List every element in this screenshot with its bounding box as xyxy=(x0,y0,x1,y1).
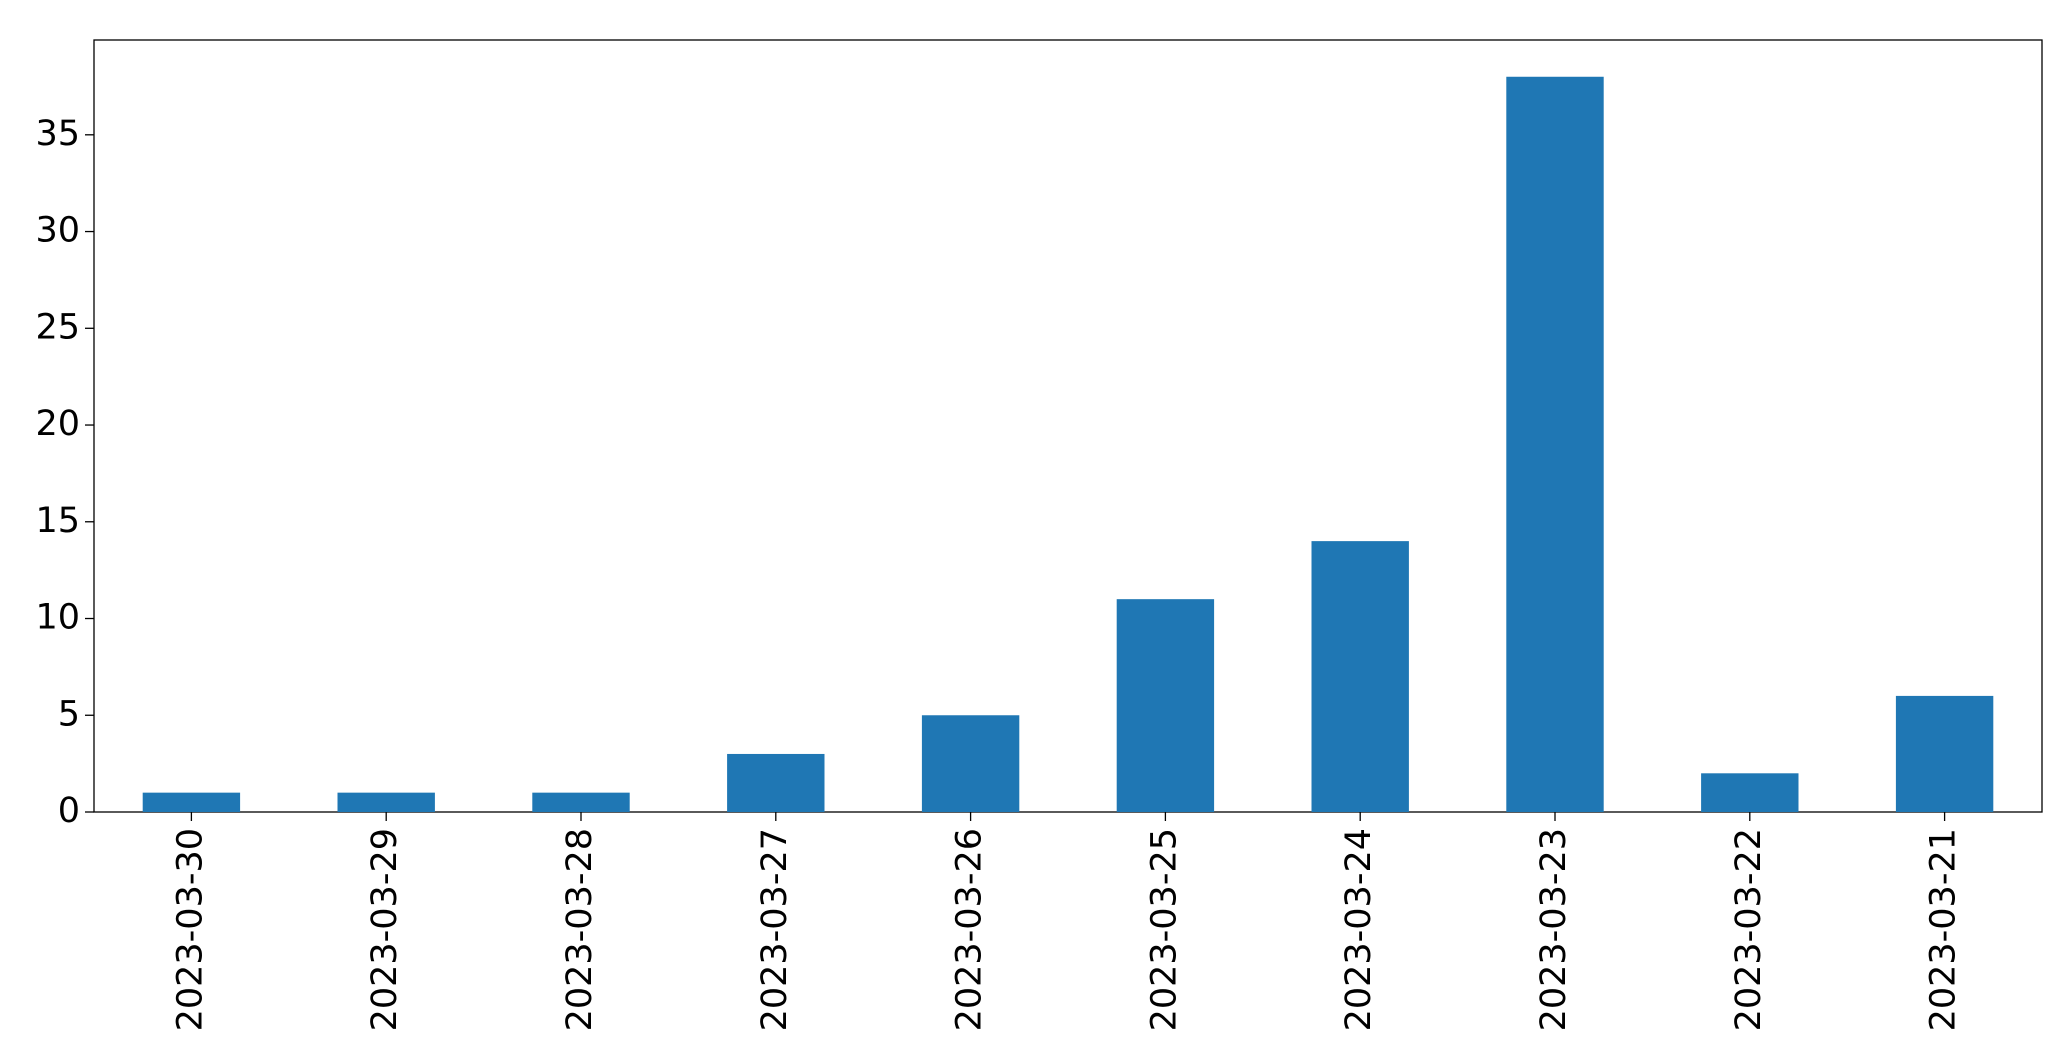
bar xyxy=(1116,599,1215,812)
x-tick-label: 2023-03-22 xyxy=(1729,828,1769,1031)
y-tick-label: 25 xyxy=(35,307,80,347)
bar xyxy=(1506,76,1604,812)
x-tick-label: 2023-03-27 xyxy=(755,828,795,1031)
bar xyxy=(1701,773,1799,812)
bar xyxy=(727,753,825,812)
x-tick-label: 2023-03-23 xyxy=(1534,828,1574,1031)
y-tick-label: 10 xyxy=(35,598,80,638)
y-tick-label: 30 xyxy=(35,211,80,251)
x-tick-label: 2023-03-24 xyxy=(1339,828,1379,1031)
bar xyxy=(921,715,1020,812)
x-tick-label: 2023-03-25 xyxy=(1144,828,1184,1031)
x-tick-label: 2023-03-28 xyxy=(560,828,600,1031)
bar xyxy=(532,792,630,812)
y-tick-label: 0 xyxy=(58,791,80,831)
x-tick-label: 2023-03-29 xyxy=(365,828,405,1031)
y-tick-label: 5 xyxy=(58,694,80,734)
x-tick-label: 2023-03-26 xyxy=(950,828,990,1031)
x-tick-label: 2023-03-21 xyxy=(1924,828,1964,1031)
y-tick-label: 20 xyxy=(35,404,80,444)
y-tick-label: 35 xyxy=(35,114,80,154)
y-tick-label: 15 xyxy=(35,501,80,541)
bar xyxy=(337,792,435,812)
x-tick-label: 2023-03-30 xyxy=(170,828,210,1031)
plot-frame xyxy=(93,39,2043,813)
bar xyxy=(1311,541,1409,812)
bar xyxy=(142,792,241,812)
bar xyxy=(1895,695,1994,812)
